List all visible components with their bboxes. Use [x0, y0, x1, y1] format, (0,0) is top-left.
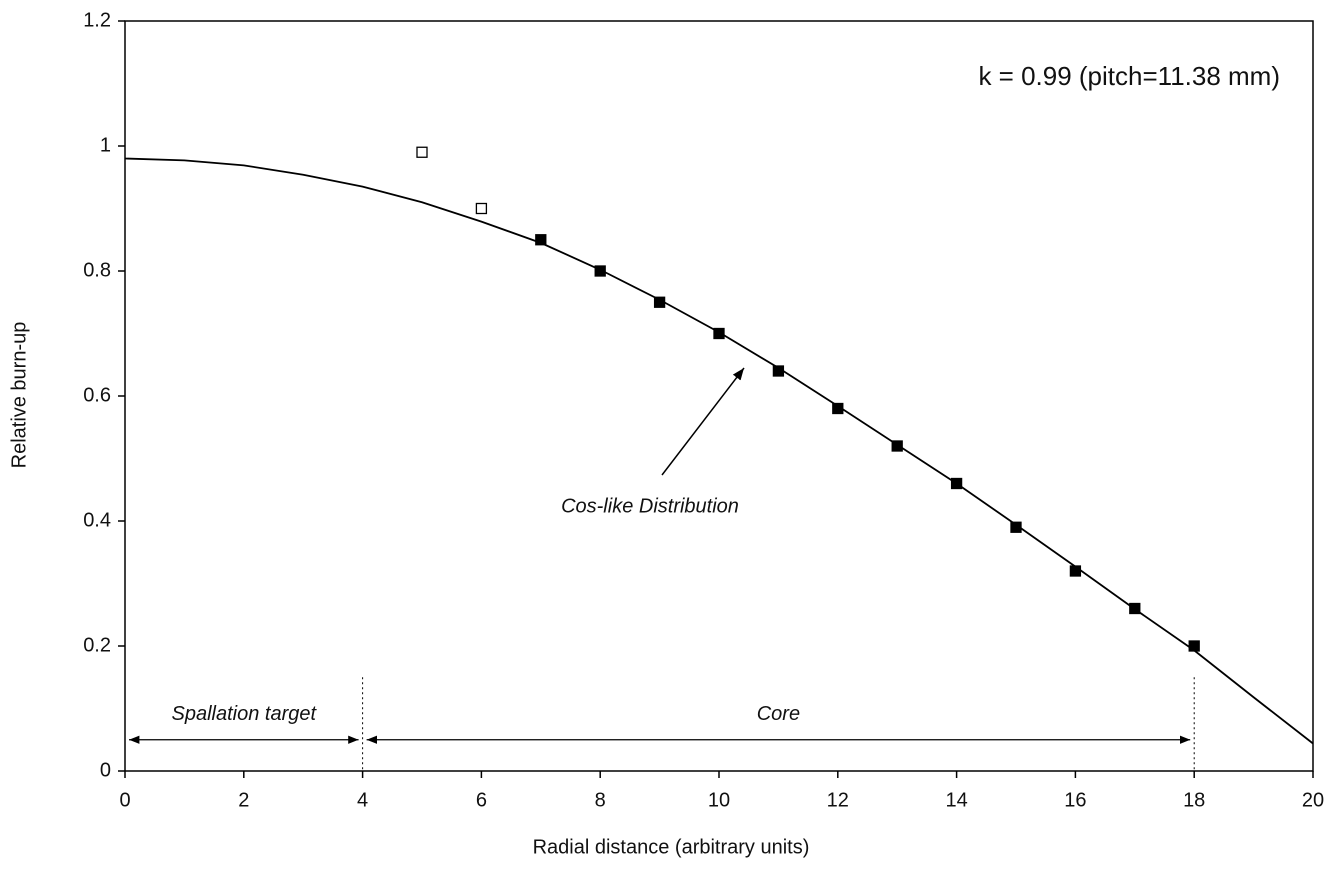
x-tick-label: 10 [708, 789, 730, 811]
data-point [891, 440, 903, 452]
data-point [535, 234, 547, 246]
data-point [713, 327, 725, 340]
y-tick-label: 0 [100, 759, 111, 781]
x-tick-label: 20 [1302, 789, 1324, 811]
x-tick-label: 14 [945, 789, 967, 811]
x-tick-label: 6 [476, 789, 487, 811]
x-tick-label: 8 [595, 789, 606, 811]
y-axis-label: Relative burn-up [8, 322, 30, 469]
data-point [1188, 640, 1200, 652]
region-label: Core [757, 703, 800, 725]
x-tick-label: 18 [1183, 789, 1205, 811]
curve [124, 157, 1314, 745]
data-point [475, 202, 488, 215]
x-axis-label: Radial distance (arbitrary units) [533, 836, 810, 858]
data-point [1010, 521, 1022, 533]
data-point [653, 296, 666, 308]
annotation-arrow [661, 367, 745, 476]
annotation: k = 0.99 (pitch=11.38 mm) [978, 61, 1280, 91]
y-tick-label: 1.2 [83, 9, 111, 31]
data-point [772, 365, 785, 377]
x-tick-label: 16 [1064, 789, 1086, 811]
y-tick-label: 0.2 [83, 634, 111, 656]
x-tick-label: 4 [357, 789, 368, 811]
x-tick-label: 12 [827, 789, 849, 811]
region-label: Spallation target [172, 703, 318, 725]
data-point [950, 477, 963, 490]
y-tick-label: 1 [100, 134, 111, 156]
data-point [1069, 565, 1082, 577]
data-point [416, 146, 428, 158]
plot-frame [124, 20, 1314, 772]
data-point [1129, 602, 1141, 615]
annotation: Cos-like Distribution [561, 495, 739, 517]
x-tick-label: 0 [119, 789, 130, 811]
y-tick-label: 0.8 [83, 259, 111, 281]
data-point [594, 265, 606, 277]
y-tick-label: 0.6 [83, 384, 111, 406]
data-point [832, 402, 844, 415]
x-tick-label: 2 [238, 789, 249, 811]
y-tick-label: 0.4 [83, 509, 111, 531]
